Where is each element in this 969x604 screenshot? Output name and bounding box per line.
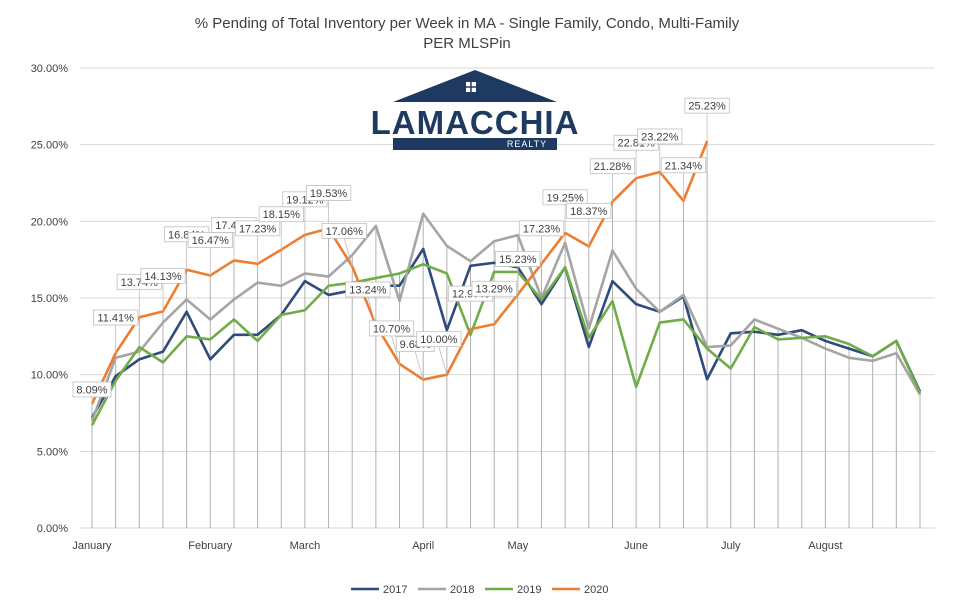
data-label: 25.23% [688,101,726,113]
data-labels-2020: 8.09%11.41%13.74%14.13%16.84%16.47%17.45… [72,97,730,404]
data-label-box [72,381,112,398]
x-tick-label: February [188,540,233,552]
data-label: 13.24% [349,284,387,296]
data-label-box [305,185,352,201]
data-label-box [345,281,391,298]
x-tick-label: August [808,540,842,552]
data-label: 13.29% [476,284,514,296]
legend: 2017 2018 2019 2020 [351,584,608,596]
data-label: 8.09% [76,384,107,396]
y-tick-label: 5.00% [37,446,68,458]
logo-wordmark: LAMACCHIA [371,104,580,141]
legend-label: 2020 [584,584,608,596]
data-label: 11.41% [97,313,134,325]
data-label-box [368,320,415,337]
y-tick-label: 30.00% [31,63,69,75]
legend-label: 2018 [450,584,474,596]
x-tick-label: July [721,540,741,552]
series-line-2019 [90,262,922,426]
data-label-leader [438,346,448,375]
data-label-leader [391,335,400,365]
data-label-box [93,309,139,326]
data-label: 21.34% [665,160,703,172]
y-tick-label: 10.00% [31,370,69,382]
data-label: 17.06% [326,226,364,238]
y-tick-label: 15.00% [31,293,69,305]
x-tick-label: March [290,540,321,552]
data-label: 23.22% [641,131,679,143]
data-label-leader [414,351,424,380]
data-label: 21.28% [594,161,632,173]
data-label: 16.47% [192,235,230,247]
data-label: 10.70% [373,323,411,335]
data-label-box [416,331,462,348]
data-label: 17.23% [239,223,277,235]
y-tick-label: 25.00% [31,140,69,152]
data-label: 15.23% [499,254,537,266]
x-axis: January February March April May June July Augu… [72,540,842,552]
data-label-box [187,232,233,248]
data-label: 17.23% [523,223,561,235]
x-tick-label: June [624,540,648,552]
data-label-box [542,189,588,206]
data-label: 10.00% [420,334,458,346]
data-label: 19.25% [546,192,584,204]
series-line-2018 [90,212,922,422]
x-tick-label: May [507,540,528,552]
legend-label: 2019 [517,584,541,596]
x-tick-label: January [72,540,112,552]
y-tick-label: 20.00% [31,216,69,228]
y-tick-label: 0.00% [37,523,68,535]
data-label-box [234,220,281,237]
data-label-box [258,206,304,223]
data-label-box [566,202,612,219]
data-label-box [518,220,565,237]
data-label-leader [367,296,377,326]
chart-title: % Pending of Total Inventory per Week in… [195,15,740,32]
x-tick-label: April [412,540,434,552]
data-label-leader [343,238,353,267]
chart-subtitle: PER MLSPin [423,35,511,52]
data-label-box [637,128,683,145]
data-label: 18.37% [570,206,608,218]
data-label-box [321,223,367,239]
legend-label: 2017 [383,584,407,596]
lamacchia-logo: LAMACCHIA REALTY [371,70,580,150]
data-label: 19.53% [310,188,348,200]
data-label-box [589,158,636,175]
y-axis: 0.00% 5.00% 10.00% 15.00% 20.00% 25.00% 30.00% [31,63,69,535]
data-label: 14.13% [144,271,182,283]
data-label-box [471,280,517,297]
logo-tagline: REALTY [507,139,547,149]
data-label-box [495,251,541,267]
data-label: 18.15% [263,209,301,221]
data-label-box [684,97,730,114]
logo-banner [393,138,557,150]
data-label-box [140,267,186,284]
data-label-box [660,157,707,174]
